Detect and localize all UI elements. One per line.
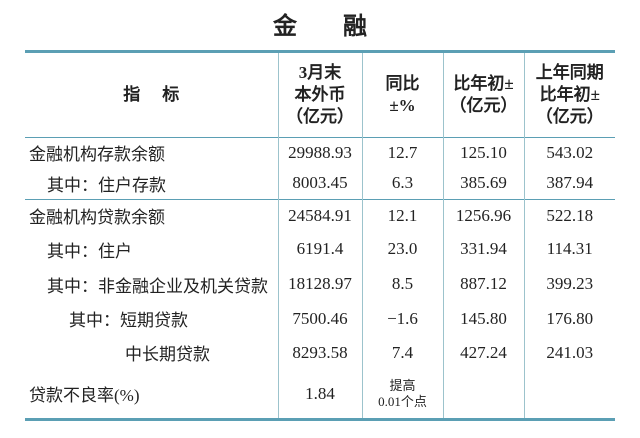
header-cell: 指标 <box>25 51 279 138</box>
header-cell: 3月末本外币 （亿元） <box>277 51 363 138</box>
header-text: （亿元） <box>286 107 354 126</box>
table-cell: 其中：住户 <box>25 231 279 267</box>
title: 金融 <box>273 14 413 40</box>
table-cell: 522.18 <box>523 199 615 232</box>
table-cell: 6191.4 <box>277 231 363 267</box>
table-cell: 1.84 <box>277 369 363 420</box>
table-row: 其中：住户 6191.4 23.0 331.94 114.31 <box>25 231 615 267</box>
table-cell: 543.02 <box>523 137 615 168</box>
table-cell: 241.03 <box>523 335 615 370</box>
finance-table: 指标 3月末本外币 （亿元） 同比 ±% 比年初± （亿元） 上年同期比年初± （亿元）… <box>25 50 615 421</box>
header-text: 上年同期 <box>535 63 604 82</box>
header-cell: 上年同期比年初± （亿元） <box>523 51 615 138</box>
table-row: 中长期贷款 8293.58 7.4 427.24 241.03 <box>25 335 615 370</box>
table-row: 贷款不良率(%) 1.84 提高 0.01个点 <box>25 369 615 420</box>
table-row: 其中：短期贷款 7500.46 −1.6 145.80 176.80 <box>25 301 615 336</box>
table-cell: 8293.58 <box>277 335 363 370</box>
table-cell: 贷款不良率(%) <box>25 369 279 420</box>
cell-text: 0.01个点 <box>378 393 427 409</box>
table-cell: 12.1 <box>361 199 444 232</box>
table-cell: 176.80 <box>523 301 615 336</box>
table-cell <box>523 369 615 420</box>
header-text: 同比 <box>385 74 420 93</box>
header-text: 比年初± <box>453 74 514 93</box>
header-text: 3月末 <box>298 63 342 82</box>
table-cell: 23.0 <box>361 231 444 267</box>
table-cell: 427.24 <box>442 335 525 370</box>
table-cell: 提高 0.01个点 <box>361 369 444 420</box>
header-text: 指标 <box>123 85 202 104</box>
table-cell: 8003.45 <box>277 167 363 200</box>
table-cell: 6.3 <box>361 167 444 200</box>
table-cell: 145.80 <box>442 301 525 336</box>
header-text: （亿元） <box>449 96 518 115</box>
header-row: 指标 3月末本外币 （亿元） 同比 ±% 比年初± （亿元） 上年同期比年初± （亿元） <box>25 51 615 138</box>
table-cell: 12.7 <box>361 137 444 168</box>
table-cell: −1.6 <box>361 301 444 336</box>
table-cell: 其中：短期贷款 <box>25 301 279 336</box>
table-cell: 7500.46 <box>277 301 363 336</box>
table-row: 金融机构贷款余额 24584.91 12.1 1256.96 522.18 <box>25 199 615 232</box>
header-text: （亿元） <box>535 107 604 126</box>
table-cell: 金融机构贷款余额 <box>25 199 279 232</box>
table-body: 金融机构存款余额 29988.93 12.7 125.10 543.02 其中：住户存款 8… <box>25 137 615 420</box>
table-cell: 24584.91 <box>277 199 363 232</box>
header-text: ±% <box>389 96 416 115</box>
table-cell: 887.12 <box>442 266 525 302</box>
cell-text: 提高 <box>389 377 416 393</box>
table-cell: 金融机构存款余额 <box>25 137 279 168</box>
table-cell: 1256.96 <box>442 199 525 232</box>
table-row: 其中：住户存款 8003.45 6.3 385.69 387.94 <box>25 167 615 200</box>
table-cell: 其中：非金融企业及机关贷款 <box>25 266 279 302</box>
table-cell: 387.94 <box>523 167 615 200</box>
table-cell: 18128.97 <box>277 266 363 302</box>
table-cell: 331.94 <box>442 231 525 267</box>
header-text: 本外币 <box>294 85 346 104</box>
table-cell: 125.10 <box>442 137 525 168</box>
table-cell: 385.69 <box>442 167 525 200</box>
table-cell: 114.31 <box>523 231 615 267</box>
table-cell: 399.23 <box>523 266 615 302</box>
table-cell: 8.5 <box>361 266 444 302</box>
header-text: 比年初± <box>539 85 600 104</box>
table-cell: 29988.93 <box>277 137 363 168</box>
table-row: 其中：非金融企业及机关贷款 18128.97 8.5 887.12 399.23 <box>25 266 615 302</box>
table-cell: 其中：住户存款 <box>25 167 279 200</box>
table-cell: 中长期贷款 <box>25 335 279 370</box>
table-cell: 7.4 <box>361 335 444 370</box>
header-cell: 比年初± （亿元） <box>442 51 525 138</box>
table-cell <box>442 369 525 420</box>
table-row: 金融机构存款余额 29988.93 12.7 125.10 543.02 <box>25 137 615 168</box>
header-cell: 同比 ±% <box>361 51 444 138</box>
